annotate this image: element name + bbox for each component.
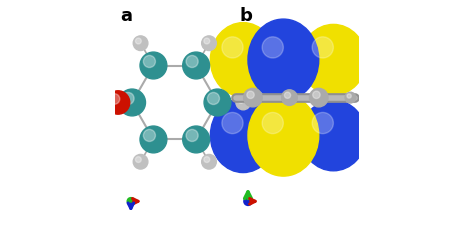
Circle shape	[182, 52, 210, 79]
Circle shape	[186, 55, 198, 68]
Circle shape	[204, 89, 231, 116]
Ellipse shape	[210, 98, 276, 173]
Circle shape	[310, 88, 328, 107]
Circle shape	[243, 196, 253, 206]
Circle shape	[136, 157, 141, 163]
Ellipse shape	[248, 19, 319, 101]
Ellipse shape	[312, 112, 333, 134]
Circle shape	[204, 38, 210, 44]
Circle shape	[143, 129, 155, 142]
Circle shape	[109, 94, 120, 104]
Circle shape	[140, 52, 167, 79]
Text: a: a	[120, 7, 132, 25]
Circle shape	[244, 88, 262, 107]
Circle shape	[236, 95, 251, 110]
Circle shape	[208, 92, 219, 104]
Ellipse shape	[262, 37, 283, 58]
Circle shape	[247, 91, 254, 99]
Circle shape	[345, 92, 356, 103]
Circle shape	[284, 92, 291, 98]
Circle shape	[136, 38, 141, 44]
Ellipse shape	[222, 37, 243, 58]
Circle shape	[347, 94, 351, 98]
Circle shape	[204, 157, 210, 163]
Ellipse shape	[262, 112, 283, 134]
Circle shape	[186, 129, 198, 142]
Circle shape	[140, 126, 167, 153]
Circle shape	[182, 126, 210, 153]
Ellipse shape	[301, 100, 366, 171]
Circle shape	[133, 154, 148, 169]
Circle shape	[133, 36, 148, 51]
Circle shape	[143, 55, 155, 68]
Ellipse shape	[301, 24, 366, 95]
Ellipse shape	[248, 95, 319, 176]
Circle shape	[238, 97, 244, 103]
Text: b: b	[239, 7, 252, 25]
Ellipse shape	[312, 37, 333, 58]
Ellipse shape	[222, 112, 243, 134]
Circle shape	[118, 89, 146, 116]
Circle shape	[282, 90, 297, 105]
Circle shape	[201, 154, 216, 169]
Circle shape	[122, 92, 134, 104]
Ellipse shape	[210, 23, 276, 97]
Circle shape	[127, 197, 135, 206]
Circle shape	[106, 91, 130, 114]
Circle shape	[201, 36, 216, 51]
Circle shape	[313, 91, 320, 99]
